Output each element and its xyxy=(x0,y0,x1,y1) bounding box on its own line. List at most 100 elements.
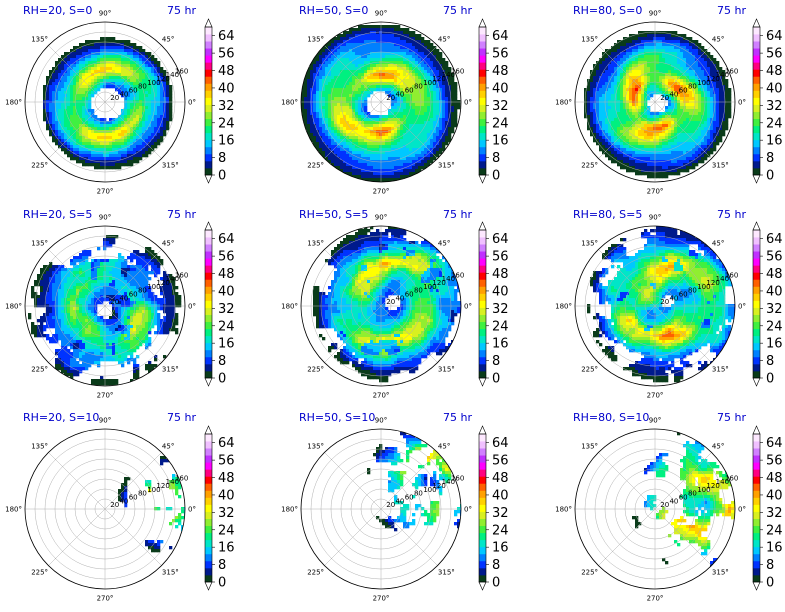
contour-cell xyxy=(382,55,386,59)
contour-cell xyxy=(313,142,317,146)
contour-cell xyxy=(355,115,359,119)
contour-cell xyxy=(424,151,428,155)
contour-cell xyxy=(406,88,410,92)
contour-cell xyxy=(136,94,140,98)
contour-cell xyxy=(79,124,83,128)
contour-cell xyxy=(82,145,86,149)
contour-cell xyxy=(94,139,98,143)
contour-cell xyxy=(316,109,320,113)
contour-cell xyxy=(433,85,437,89)
contour-cell xyxy=(82,103,86,107)
contour-cell xyxy=(139,100,143,104)
contour-cell xyxy=(644,121,648,125)
contour-cell xyxy=(430,67,434,71)
contour-cell xyxy=(445,130,449,134)
contour-cell xyxy=(433,52,437,56)
contour-cell xyxy=(85,151,89,155)
contour-cell xyxy=(605,109,609,113)
angle-tick-label: 135° xyxy=(307,36,324,44)
contour-cell xyxy=(412,121,416,125)
contour-cell xyxy=(133,55,137,59)
contour-cell xyxy=(397,37,401,41)
contour-cell xyxy=(710,85,714,89)
contour-cell xyxy=(331,112,335,116)
contour-cell xyxy=(169,115,173,119)
contour-cell xyxy=(632,97,636,101)
contour-cell xyxy=(421,85,425,89)
contour-cell xyxy=(451,103,455,107)
contour-cell xyxy=(647,82,651,86)
contour-cell xyxy=(439,100,443,104)
contour-cell xyxy=(418,67,422,71)
contour-cell xyxy=(79,94,83,98)
contour-cell xyxy=(361,79,365,83)
contour-cell xyxy=(379,130,383,134)
contour-cell xyxy=(121,136,125,140)
contour-cell xyxy=(418,37,422,41)
contour-cell xyxy=(644,76,648,80)
contour-cell xyxy=(379,124,383,128)
contour-cell xyxy=(148,52,152,56)
contour-cell xyxy=(370,136,374,140)
contour-cell xyxy=(611,67,615,71)
contour-cell xyxy=(361,76,365,80)
contour-cell xyxy=(421,70,425,74)
contour-cell xyxy=(358,124,362,128)
contour-cell xyxy=(695,43,699,47)
contour-cell xyxy=(617,115,621,119)
contour-cell xyxy=(665,88,669,92)
contour-cell xyxy=(361,157,365,161)
contour-cell xyxy=(94,157,98,161)
contour-cell xyxy=(626,61,630,65)
contour-cell xyxy=(325,61,329,65)
contour-cell xyxy=(418,61,422,65)
contour-cell xyxy=(403,34,407,38)
colorbar-segment xyxy=(479,153,486,162)
contour-cell xyxy=(76,49,80,53)
contour-cell xyxy=(412,139,416,143)
contour-cell xyxy=(412,172,416,176)
contour-cell xyxy=(313,70,317,74)
contour-cell xyxy=(421,112,425,116)
contour-cell xyxy=(424,142,428,146)
contour-cell xyxy=(304,106,308,110)
contour-cell xyxy=(665,97,669,101)
contour-cell xyxy=(668,43,672,47)
contour-cell xyxy=(121,133,125,137)
contour-cell xyxy=(154,61,158,65)
contour-cell xyxy=(133,94,137,98)
contour-cell xyxy=(686,112,690,116)
contour-cell xyxy=(394,97,398,101)
contour-cell xyxy=(151,136,155,140)
contour-cell xyxy=(689,94,693,98)
contour-cell xyxy=(94,85,98,89)
contour-cell xyxy=(400,109,404,113)
contour-cell xyxy=(331,109,335,113)
contour-cell xyxy=(79,64,83,68)
contour-cell xyxy=(391,61,395,65)
contour-cell xyxy=(115,130,119,134)
contour-cell xyxy=(436,124,440,128)
contour-cell xyxy=(88,151,92,155)
contour-cell xyxy=(76,148,80,152)
contour-cell xyxy=(112,58,116,62)
contour-cell xyxy=(707,115,711,119)
contour-cell xyxy=(409,151,413,155)
contour-cell xyxy=(310,130,314,134)
contour-cell xyxy=(163,100,167,104)
contour-cell xyxy=(331,139,335,143)
contour-cell xyxy=(328,112,332,116)
contour-cell xyxy=(112,121,116,125)
contour-cell xyxy=(58,94,62,98)
contour-cell xyxy=(310,94,314,98)
contour-cell xyxy=(725,97,729,101)
contour-cell xyxy=(67,106,71,110)
contour-cell xyxy=(121,112,125,116)
contour-cell xyxy=(85,67,89,71)
contour-cell xyxy=(397,154,401,158)
contour-cell xyxy=(686,73,690,77)
contour-cell xyxy=(376,34,380,38)
contour-cell xyxy=(397,112,401,116)
contour-cell xyxy=(358,166,362,170)
contour-cell xyxy=(439,52,443,56)
